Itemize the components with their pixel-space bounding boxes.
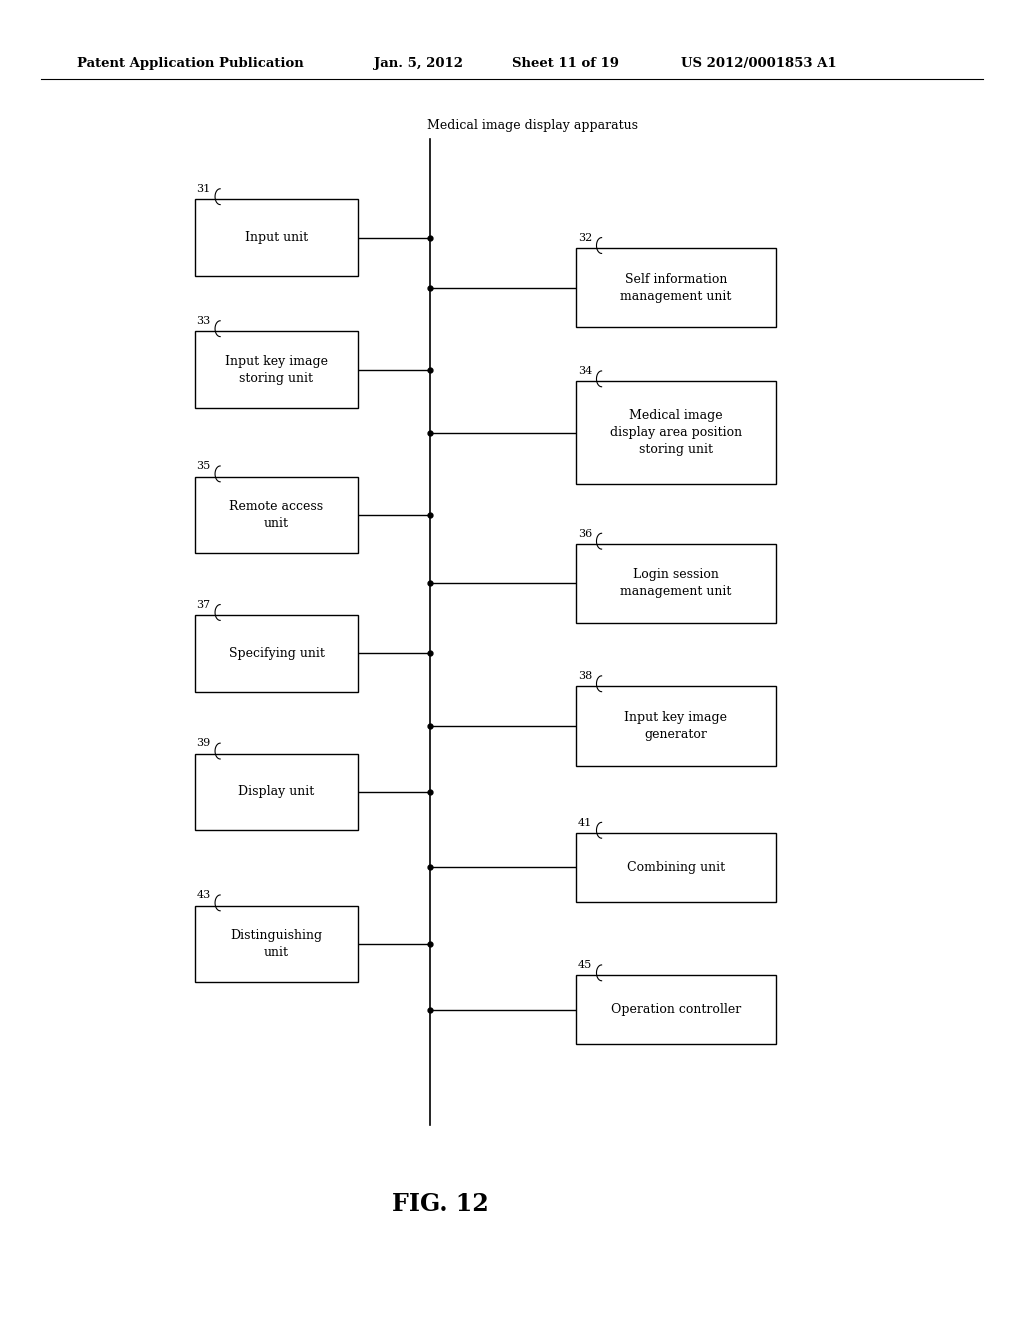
Text: 39: 39	[197, 738, 211, 748]
FancyBboxPatch shape	[195, 331, 358, 408]
Text: Medical image
display area position
storing unit: Medical image display area position stor…	[609, 409, 742, 457]
Text: 41: 41	[578, 817, 592, 828]
FancyBboxPatch shape	[195, 199, 358, 276]
Text: Self information
management unit: Self information management unit	[621, 273, 731, 302]
Text: Sheet 11 of 19: Sheet 11 of 19	[512, 57, 618, 70]
FancyBboxPatch shape	[575, 544, 776, 623]
Text: 37: 37	[197, 599, 211, 610]
FancyBboxPatch shape	[575, 833, 776, 902]
FancyBboxPatch shape	[195, 615, 358, 692]
Text: Login session
management unit: Login session management unit	[621, 569, 731, 598]
FancyBboxPatch shape	[195, 754, 358, 830]
Text: Operation controller: Operation controller	[610, 1003, 741, 1016]
Text: Input key image
storing unit: Input key image storing unit	[225, 355, 328, 384]
FancyBboxPatch shape	[575, 381, 776, 484]
Text: 43: 43	[197, 890, 211, 900]
Text: Combining unit: Combining unit	[627, 861, 725, 874]
Text: Input unit: Input unit	[245, 231, 308, 244]
FancyBboxPatch shape	[575, 975, 776, 1044]
FancyBboxPatch shape	[575, 686, 776, 766]
Text: Remote access
unit: Remote access unit	[229, 500, 324, 529]
Text: Patent Application Publication: Patent Application Publication	[77, 57, 303, 70]
Text: Distinguishing
unit: Distinguishing unit	[230, 929, 323, 958]
FancyBboxPatch shape	[195, 906, 358, 982]
FancyBboxPatch shape	[575, 248, 776, 327]
Text: Display unit: Display unit	[239, 785, 314, 799]
Text: Input key image
generator: Input key image generator	[625, 711, 727, 741]
Text: 38: 38	[578, 671, 592, 681]
Text: FIG. 12: FIG. 12	[392, 1192, 488, 1216]
Text: 36: 36	[578, 528, 592, 539]
FancyBboxPatch shape	[195, 477, 358, 553]
Text: 33: 33	[197, 315, 211, 326]
Text: Medical image display apparatus: Medical image display apparatus	[427, 119, 638, 132]
Text: 45: 45	[578, 960, 592, 970]
Text: 35: 35	[197, 461, 211, 471]
Text: US 2012/0001853 A1: US 2012/0001853 A1	[681, 57, 837, 70]
Text: 32: 32	[578, 232, 592, 243]
Text: Jan. 5, 2012: Jan. 5, 2012	[374, 57, 463, 70]
Text: 31: 31	[197, 183, 211, 194]
Text: Specifying unit: Specifying unit	[228, 647, 325, 660]
Text: 34: 34	[578, 366, 592, 376]
